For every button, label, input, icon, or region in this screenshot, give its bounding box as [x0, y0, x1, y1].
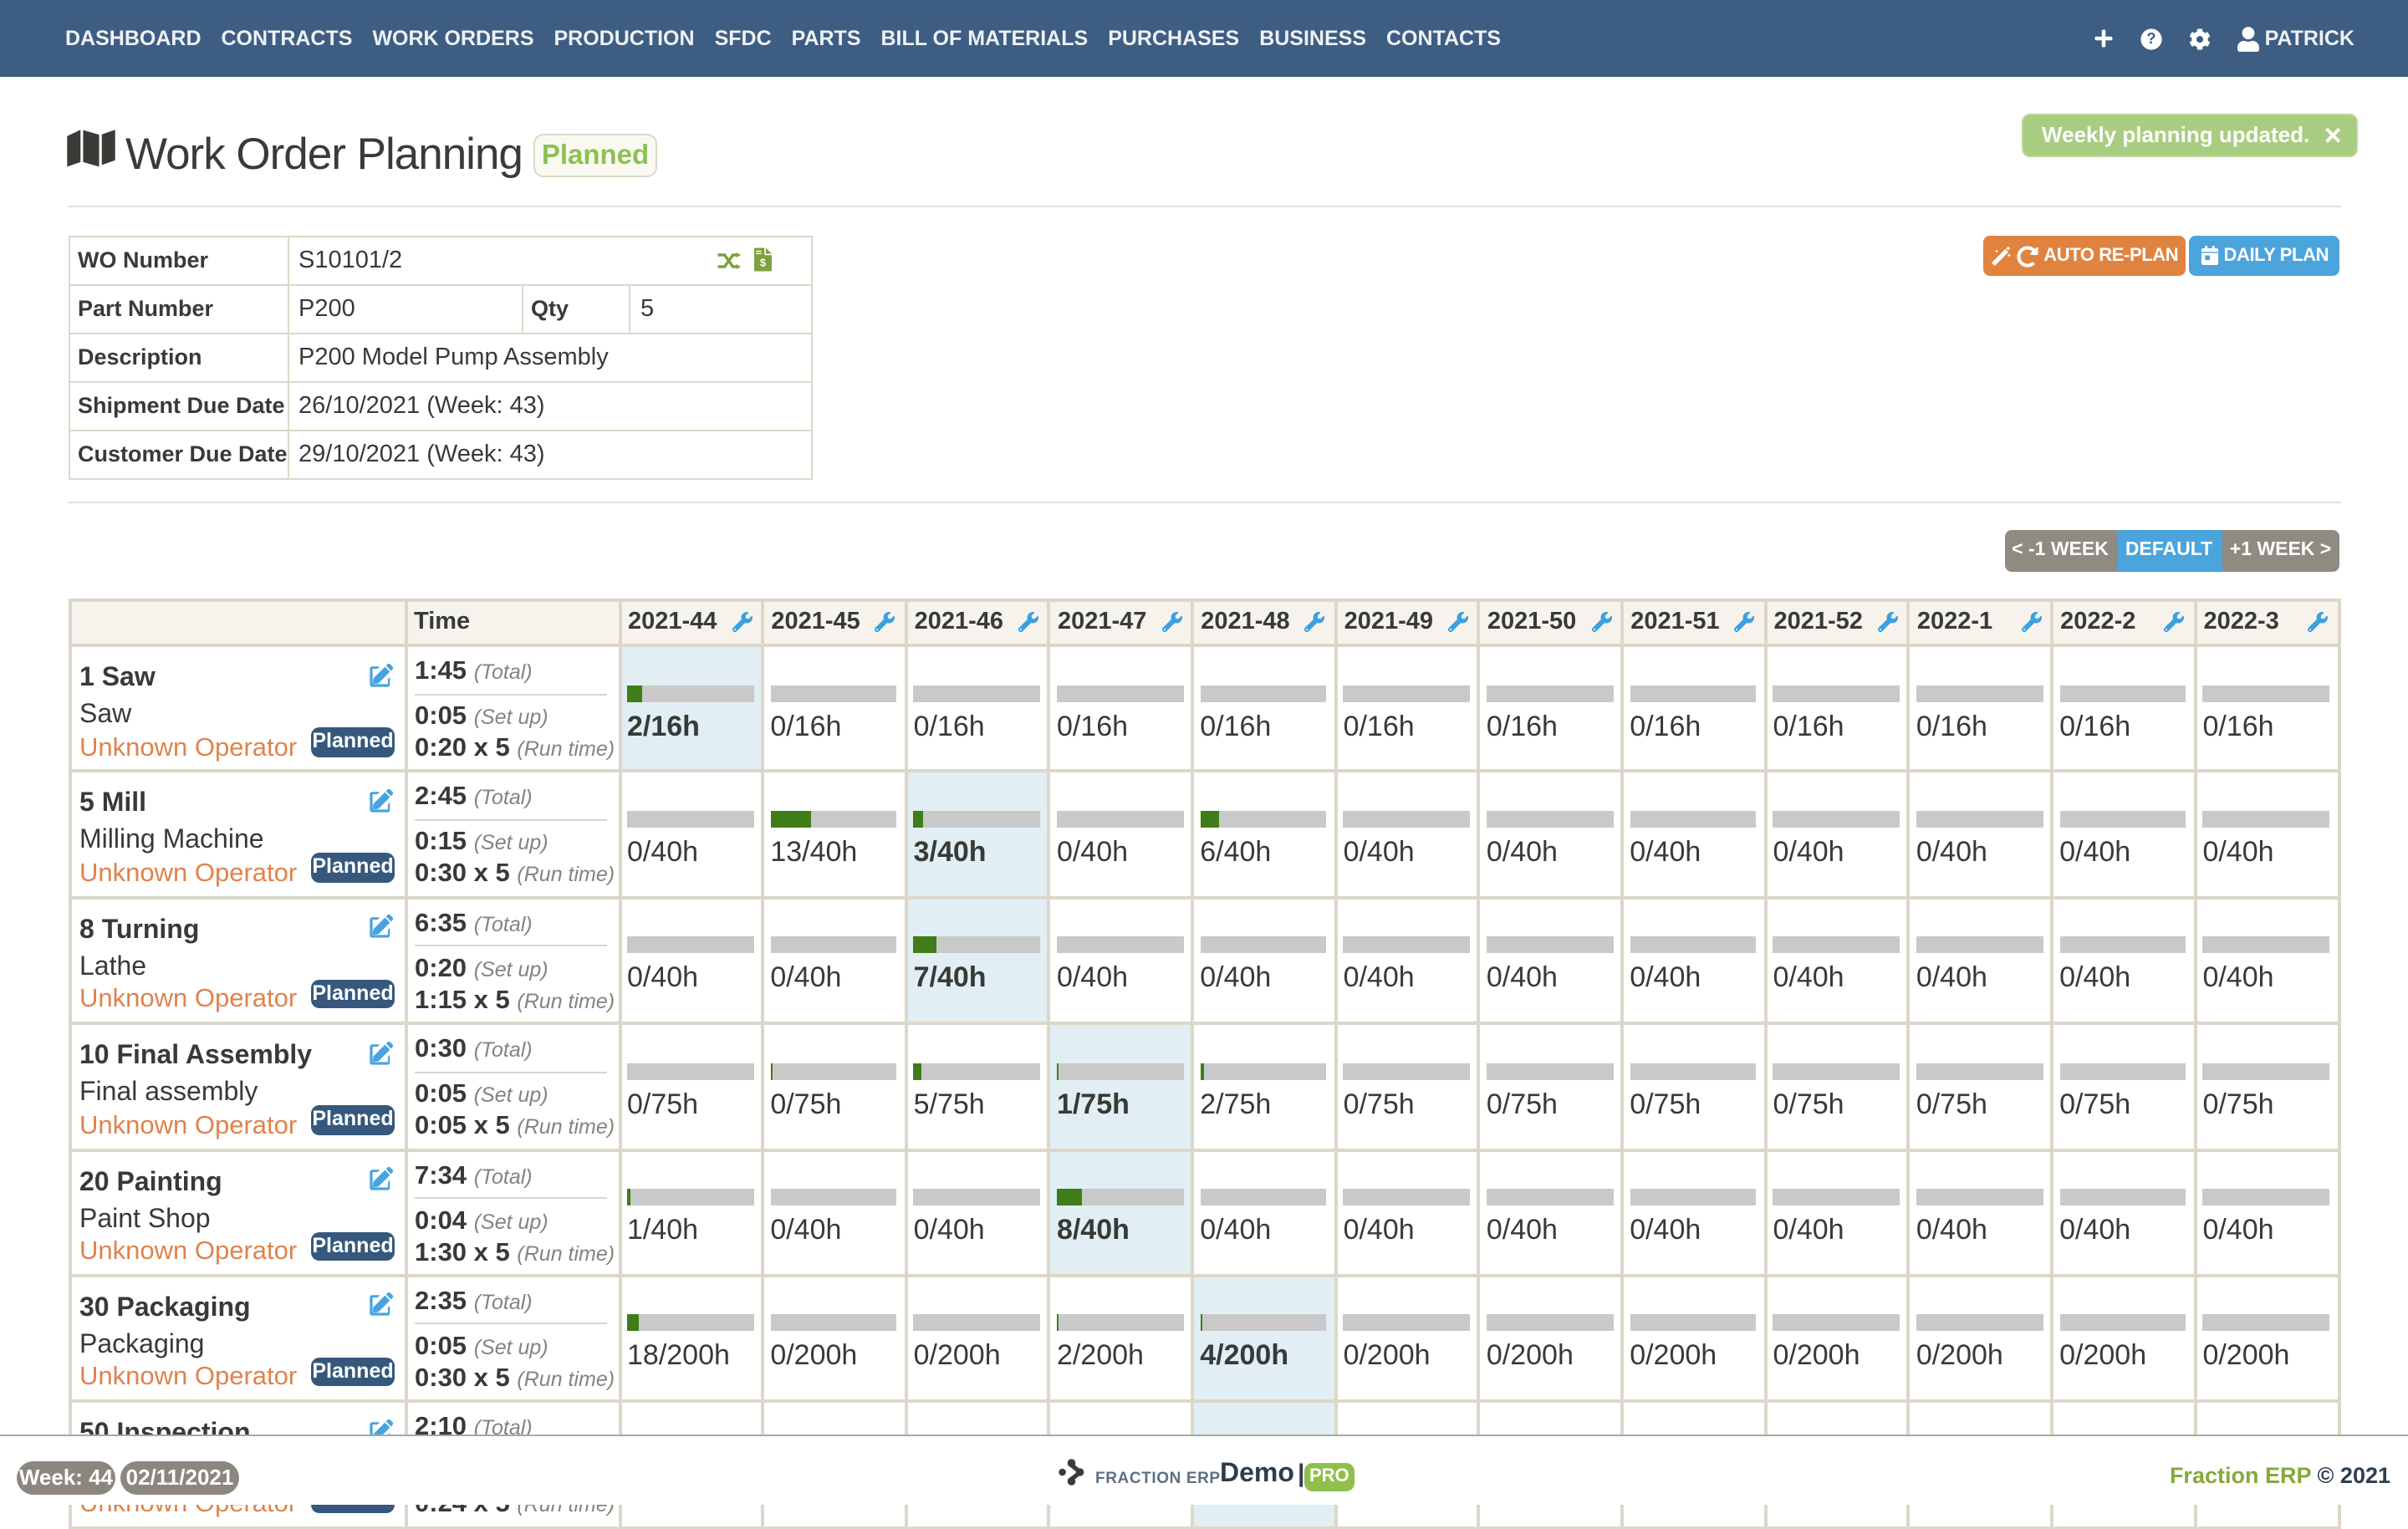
svg-text:?: ? — [2147, 28, 2156, 46]
svg-text:$: $ — [760, 257, 766, 268]
